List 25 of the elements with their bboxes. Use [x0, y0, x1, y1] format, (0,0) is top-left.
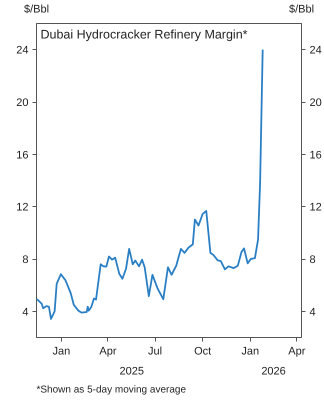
y-tick-label: 20 [16, 97, 29, 109]
y-tick-label: 16 [16, 149, 29, 162]
y2-tick-label: 20 [310, 97, 322, 109]
text: 2026 [261, 366, 286, 378]
y2-axis-title: $/Bbl [288, 4, 314, 16]
y-tick-label: 8 [22, 254, 29, 266]
y2-tick-label: 4 [310, 306, 316, 318]
y2-tick-label: 8 [310, 254, 316, 266]
y-tick-label: 24 [16, 44, 29, 57]
y-tick-label: 12 [16, 202, 29, 214]
text: *Shown as 5-day moving average [36, 384, 186, 396]
x-tick-label: Apr [288, 346, 306, 358]
y2-tick-label: 12 [310, 202, 322, 214]
x-tick-label: Oct [194, 346, 212, 358]
x-tick-label: Apr [99, 346, 117, 358]
y2-tick-label: 24 [310, 44, 322, 57]
line-series [36, 48, 264, 320]
y-axis-title: $/Bbl [24, 4, 50, 16]
x-tick-label: Jul [148, 346, 162, 358]
x-tick-label: Jan [52, 346, 70, 358]
chart-title: Dubai Hydrocracker Refinery Margin* [40, 28, 248, 42]
x-tick-label: Jan [241, 346, 260, 358]
y2-tick-label: 16 [310, 149, 322, 162]
text: 2025 [120, 366, 144, 378]
y-tick-label: 4 [22, 306, 29, 318]
